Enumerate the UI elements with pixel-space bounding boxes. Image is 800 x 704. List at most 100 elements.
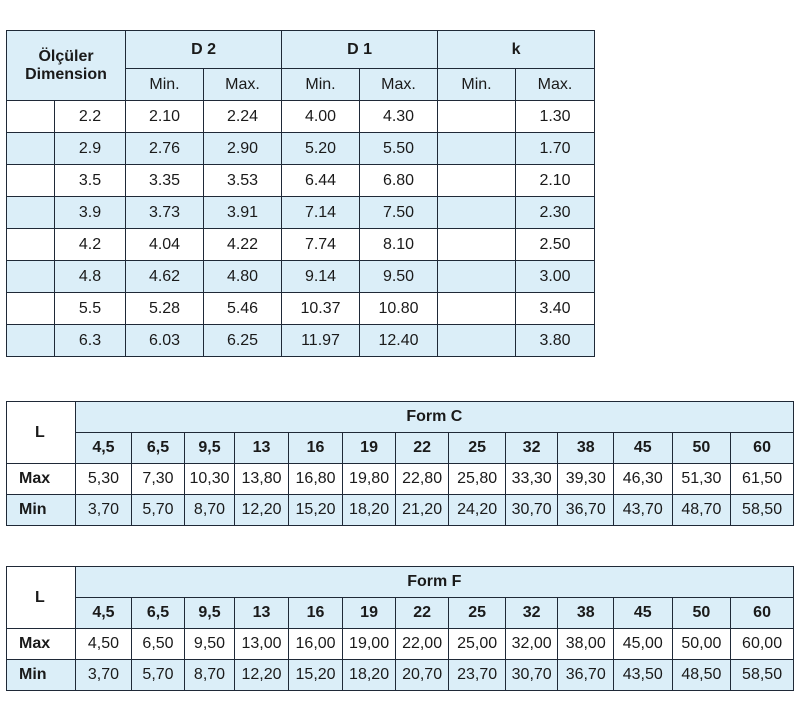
max-value-cell: 32,00 [504,628,559,660]
cell-d1min: 7.74 [281,228,361,261]
min-value-cell: 18,20 [342,659,396,691]
max-value-cell: 45,00 [612,628,673,660]
max-value-cell: 16,00 [287,628,344,660]
length-header: 9,5 [183,432,236,464]
min-row-label: Min [6,494,76,526]
length-header: 4,5 [74,432,133,464]
min-row: Min 3,70 5,70 8,70 12,20 15,20 18,20 21,20 24,20… [6,494,794,526]
table-row: 6.3 6.03 6.25 11.97 12.40 3.80 [6,324,596,357]
cell-dim: 4.8 [53,260,127,293]
min-value-cell: 36,70 [557,659,614,691]
cell-d2min: 4.04 [125,228,205,261]
max-value-cell: 6,50 [131,628,185,660]
min-value-cell: 23,70 [448,659,506,691]
cell-d1max: 5.50 [359,132,439,165]
max-row: Max 5,30 7,30 10,30 13,80 16,80 19,80 22,80 25,8… [6,463,794,495]
cell-d1max: 4.30 [359,100,439,133]
d1-header: D 1 [281,30,439,69]
max-value-cell: 25,80 [448,463,506,495]
min-value-cell: 24,20 [448,494,506,526]
cell-kmax: 2.30 [515,196,596,229]
min-value-cell: 48,50 [671,659,732,691]
cell-d2max: 4.22 [203,228,283,261]
d2-max-header: Max. [203,68,283,101]
cell-d1max: 8.10 [359,228,439,261]
k-header: k [437,30,596,69]
cell-d1min: 7.14 [281,196,361,229]
table-row: 4.8 4.62 4.80 9.14 9.50 3.00 [6,260,596,293]
cell-d1min: 9.14 [281,260,361,293]
min-row: Min 3,70 5,70 8,70 12,20 15,20 18,20 20,70 23,70… [6,659,794,691]
cell-d1max: 9.50 [359,260,439,293]
min-value-cell: 43,50 [612,659,673,691]
blank-cell [6,164,55,197]
form-f-header: Form F [74,566,795,598]
max-value-cell: 19,80 [342,463,396,495]
cell-kmax: 2.50 [515,228,596,261]
length-header: 50 [671,432,732,464]
cell-d1min: 10.37 [281,292,361,325]
length-header: 32 [504,597,559,629]
cell-d2max: 3.53 [203,164,283,197]
min-value-cell: 5,70 [131,659,185,691]
min-value-cell: 30,70 [504,494,559,526]
max-value-cell: 7,30 [131,463,185,495]
form-c-header: Form C [74,401,795,433]
max-value-cell: 10,30 [183,463,236,495]
blank-cell [6,324,55,357]
length-header: 19 [342,432,396,464]
cell-d2max: 5.46 [203,292,283,325]
max-value-cell: 25,00 [448,628,506,660]
cell-dim: 2.2 [53,100,127,133]
max-value-cell: 22,00 [394,628,450,660]
length-header: 19 [342,597,396,629]
cell-kmax: 1.70 [515,132,596,165]
min-value-cell: 58,50 [730,659,794,691]
cell-dim: 6.3 [53,324,127,357]
min-value-cell: 3,70 [74,659,133,691]
max-value-cell: 16,80 [287,463,344,495]
cell-dim: 3.9 [53,196,127,229]
cell-kmin [437,324,517,357]
cell-kmin [437,292,517,325]
length-header: 16 [287,597,344,629]
blank-cell [6,196,55,229]
cell-kmin [437,164,517,197]
length-header: 38 [557,432,614,464]
cell-d2min: 2.10 [125,100,205,133]
cell-d2max: 6.25 [203,324,283,357]
max-value-cell: 61,50 [730,463,794,495]
length-header: 25 [448,597,506,629]
cell-d1min: 11.97 [281,324,361,357]
min-value-cell: 21,20 [394,494,450,526]
length-header: 22 [394,597,450,629]
min-row-label: Min [6,659,76,691]
cell-dim: 2.9 [53,132,127,165]
min-value-cell: 12,20 [234,659,289,691]
min-value-cell: 43,70 [612,494,673,526]
cell-dim: 3.5 [53,164,127,197]
cell-kmin [437,100,517,133]
min-value-cell: 58,50 [730,494,794,526]
table-row: 3.5 3.35 3.53 6.44 6.80 2.10 [6,164,596,197]
length-header: 60 [730,432,794,464]
table-row: 2.9 2.76 2.90 5.20 5.50 1.70 [6,132,596,165]
length-header: 13 [234,597,289,629]
max-value-cell: 13,00 [234,628,289,660]
length-header: 38 [557,597,614,629]
k-min-header: Min. [437,68,517,101]
max-value-cell: 60,00 [730,628,794,660]
dimension-table: Ölçüler Dimension D 2 D 1 k Min. Max. Mi… [5,30,596,357]
l-header: L [6,566,76,629]
cell-kmin [437,196,517,229]
max-value-cell: 22,80 [394,463,450,495]
blank-cell [6,260,55,293]
table-row: 3.9 3.73 3.91 7.14 7.50 2.30 [6,196,596,229]
cell-dim: 4.2 [53,228,127,261]
cell-d1min: 6.44 [281,164,361,197]
cell-d1max: 6.80 [359,164,439,197]
cell-dim: 5.5 [53,292,127,325]
length-header: 22 [394,432,450,464]
dimension-header: Ölçüler Dimension [5,30,127,101]
max-row: Max 4,50 6,50 9,50 13,00 16,00 19,00 22,00 25,00… [6,628,794,660]
